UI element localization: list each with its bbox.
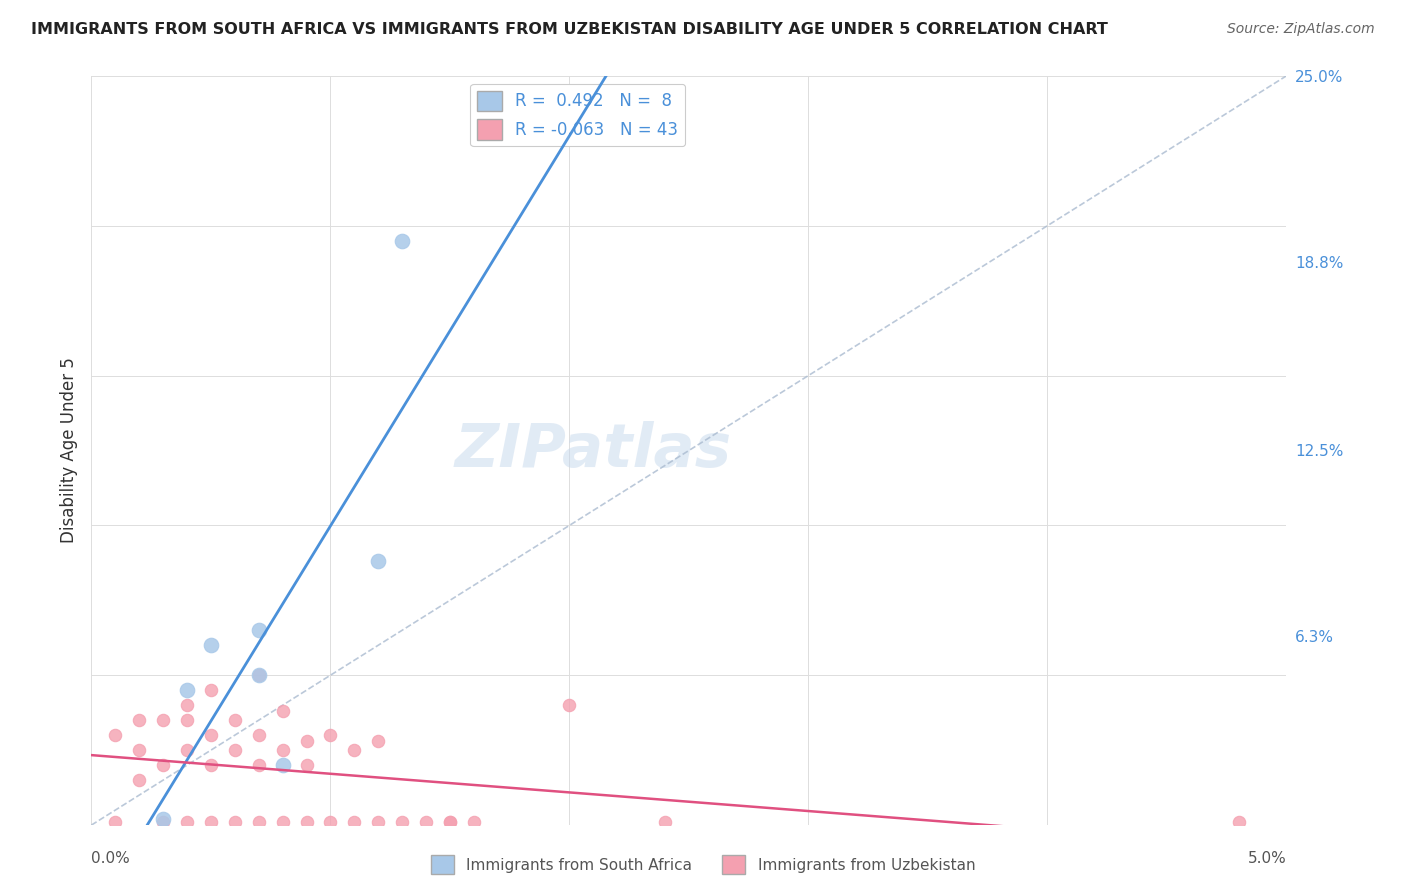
Point [128,743,150,757]
Point [152,713,174,727]
Point [104,815,127,830]
Point [200,638,222,652]
Point [271,743,294,757]
Text: 0.0%: 0.0% [91,851,131,866]
Point [247,758,270,772]
Point [247,728,270,742]
Point [343,743,366,757]
Point [176,713,198,727]
Point [391,815,413,830]
Point [367,815,389,830]
Point [247,624,270,638]
Point [152,812,174,826]
Text: ZIPatlas: ZIPatlas [454,421,733,480]
Point [176,743,198,757]
Point [200,728,222,742]
Point [391,234,413,248]
Legend: Immigrants from South Africa, Immigrants from Uzbekistan: Immigrants from South Africa, Immigrants… [425,849,981,880]
Point [247,668,270,682]
Point [128,773,150,788]
Point [654,815,676,830]
Point [176,683,198,698]
Point [1227,815,1250,830]
Point [319,815,342,830]
Point [319,728,342,742]
Point [128,713,150,727]
Point [271,815,294,830]
Point [271,704,294,718]
Point [247,668,270,682]
Point [247,815,270,830]
Point [558,698,581,713]
Y-axis label: Disability Age Under 5: Disability Age Under 5 [59,358,77,543]
Legend: R =  0.492   N =  8, R = -0.063   N = 43: R = 0.492 N = 8, R = -0.063 N = 43 [470,84,685,146]
Point [295,734,318,748]
Point [439,815,461,830]
Point [176,815,198,830]
Point [152,758,174,772]
Point [295,815,318,830]
Text: 5.0%: 5.0% [1247,851,1286,866]
Point [463,815,485,830]
Point [152,815,174,830]
Point [295,758,318,772]
Point [271,758,294,772]
Point [200,815,222,830]
Point [104,728,127,742]
Point [224,713,246,727]
Point [367,554,389,568]
Point [224,815,246,830]
Point [367,734,389,748]
Text: Source: ZipAtlas.com: Source: ZipAtlas.com [1227,22,1375,37]
Point [224,743,246,757]
Text: IMMIGRANTS FROM SOUTH AFRICA VS IMMIGRANTS FROM UZBEKISTAN DISABILITY AGE UNDER : IMMIGRANTS FROM SOUTH AFRICA VS IMMIGRAN… [31,22,1108,37]
Point [415,815,437,830]
Point [343,815,366,830]
Point [439,815,461,830]
Point [176,698,198,713]
Point [200,683,222,698]
Point [200,758,222,772]
